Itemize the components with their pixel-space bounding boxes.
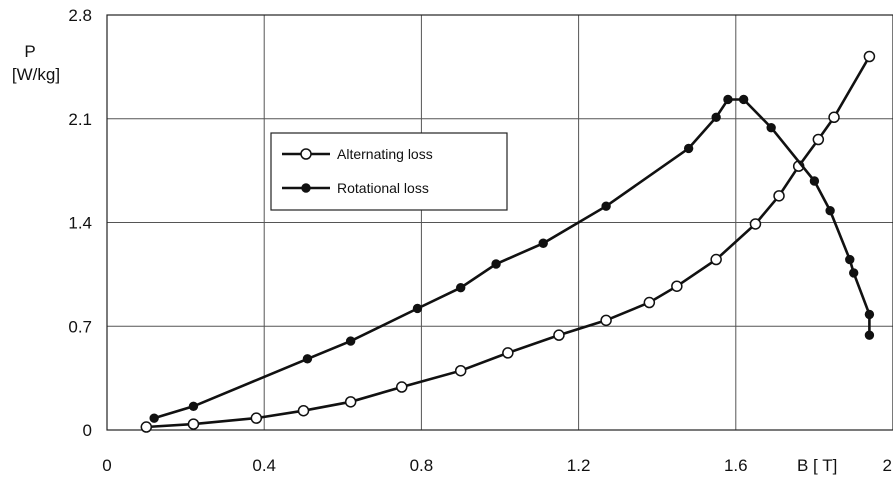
point-alternating [710, 253, 722, 266]
y-tick-label: 0.7 [68, 317, 92, 336]
point-alternating [250, 412, 263, 424]
legend-marker-rotational [301, 183, 311, 193]
point-alternating [454, 364, 467, 377]
point-alternating [643, 296, 656, 309]
y-tick-labels: 0 0.7 1.4 2.1 2.8 [68, 6, 92, 440]
legend-label-rotational: Rotational loss [337, 180, 429, 196]
point-rotational [491, 259, 501, 269]
y-axis-label-symbol: P [24, 42, 35, 61]
point-rotational [683, 143, 694, 154]
point-alternating [344, 396, 357, 408]
point-rotational [149, 413, 159, 423]
point-alternating [863, 50, 876, 63]
point-rotational [766, 122, 776, 133]
plot-frame [106, 14, 893, 431]
point-alternating [773, 190, 785, 202]
point-rotational [456, 283, 466, 293]
x-tick-label: 0 [102, 456, 111, 475]
y-axis-label-unit: [W/kg] [12, 65, 60, 84]
x-tick-label: 0.4 [252, 456, 276, 475]
point-rotational [849, 268, 859, 278]
point-rotational [302, 354, 313, 364]
point-rotational [188, 401, 199, 411]
x-tick-label: 2 [883, 456, 892, 475]
point-rotational [864, 330, 875, 340]
y-tick-label: 0 [83, 421, 92, 440]
point-rotational [711, 112, 721, 122]
point-rotational [845, 254, 855, 265]
point-rotational [809, 176, 820, 186]
point-alternating [828, 111, 840, 124]
point-rotational [723, 94, 733, 105]
series-layer [140, 50, 876, 433]
point-rotational [601, 201, 611, 211]
point-alternating [600, 314, 612, 327]
point-rotational [864, 309, 875, 320]
x-tick-label: 1.6 [724, 456, 748, 475]
point-rotational [825, 205, 835, 216]
point-rotational [538, 238, 548, 248]
legend-box [270, 132, 508, 211]
y-tick-label: 2.8 [68, 6, 92, 25]
legend: Alternating loss Rotational loss [270, 132, 508, 211]
point-alternating [140, 421, 153, 433]
x-tick-labels: 0 0.4 0.8 1.2 1.6 2 [102, 456, 892, 475]
series-line-rotational [153, 98, 871, 420]
point-alternating [671, 280, 683, 292]
x-axis-label: B [ T] [797, 456, 837, 475]
point-alternating [553, 329, 565, 341]
legend-marker-alternating [300, 148, 312, 160]
point-rotational [345, 336, 356, 346]
legend-label-alternating: Alternating loss [337, 146, 433, 162]
point-rotational [738, 94, 749, 105]
point-rotational [412, 303, 423, 314]
point-alternating [749, 218, 762, 230]
y-tick-label: 1.4 [68, 214, 92, 233]
grid [107, 15, 893, 430]
point-alternating [502, 347, 514, 359]
y-tick-label: 2.1 [68, 110, 92, 129]
point-alternating [812, 133, 825, 146]
point-alternating [297, 404, 310, 417]
x-tick-label: 0.8 [410, 456, 434, 475]
series-line-alternating [146, 55, 871, 429]
point-alternating [187, 418, 200, 430]
point-alternating [396, 381, 408, 393]
x-tick-label: 1.2 [567, 456, 591, 475]
